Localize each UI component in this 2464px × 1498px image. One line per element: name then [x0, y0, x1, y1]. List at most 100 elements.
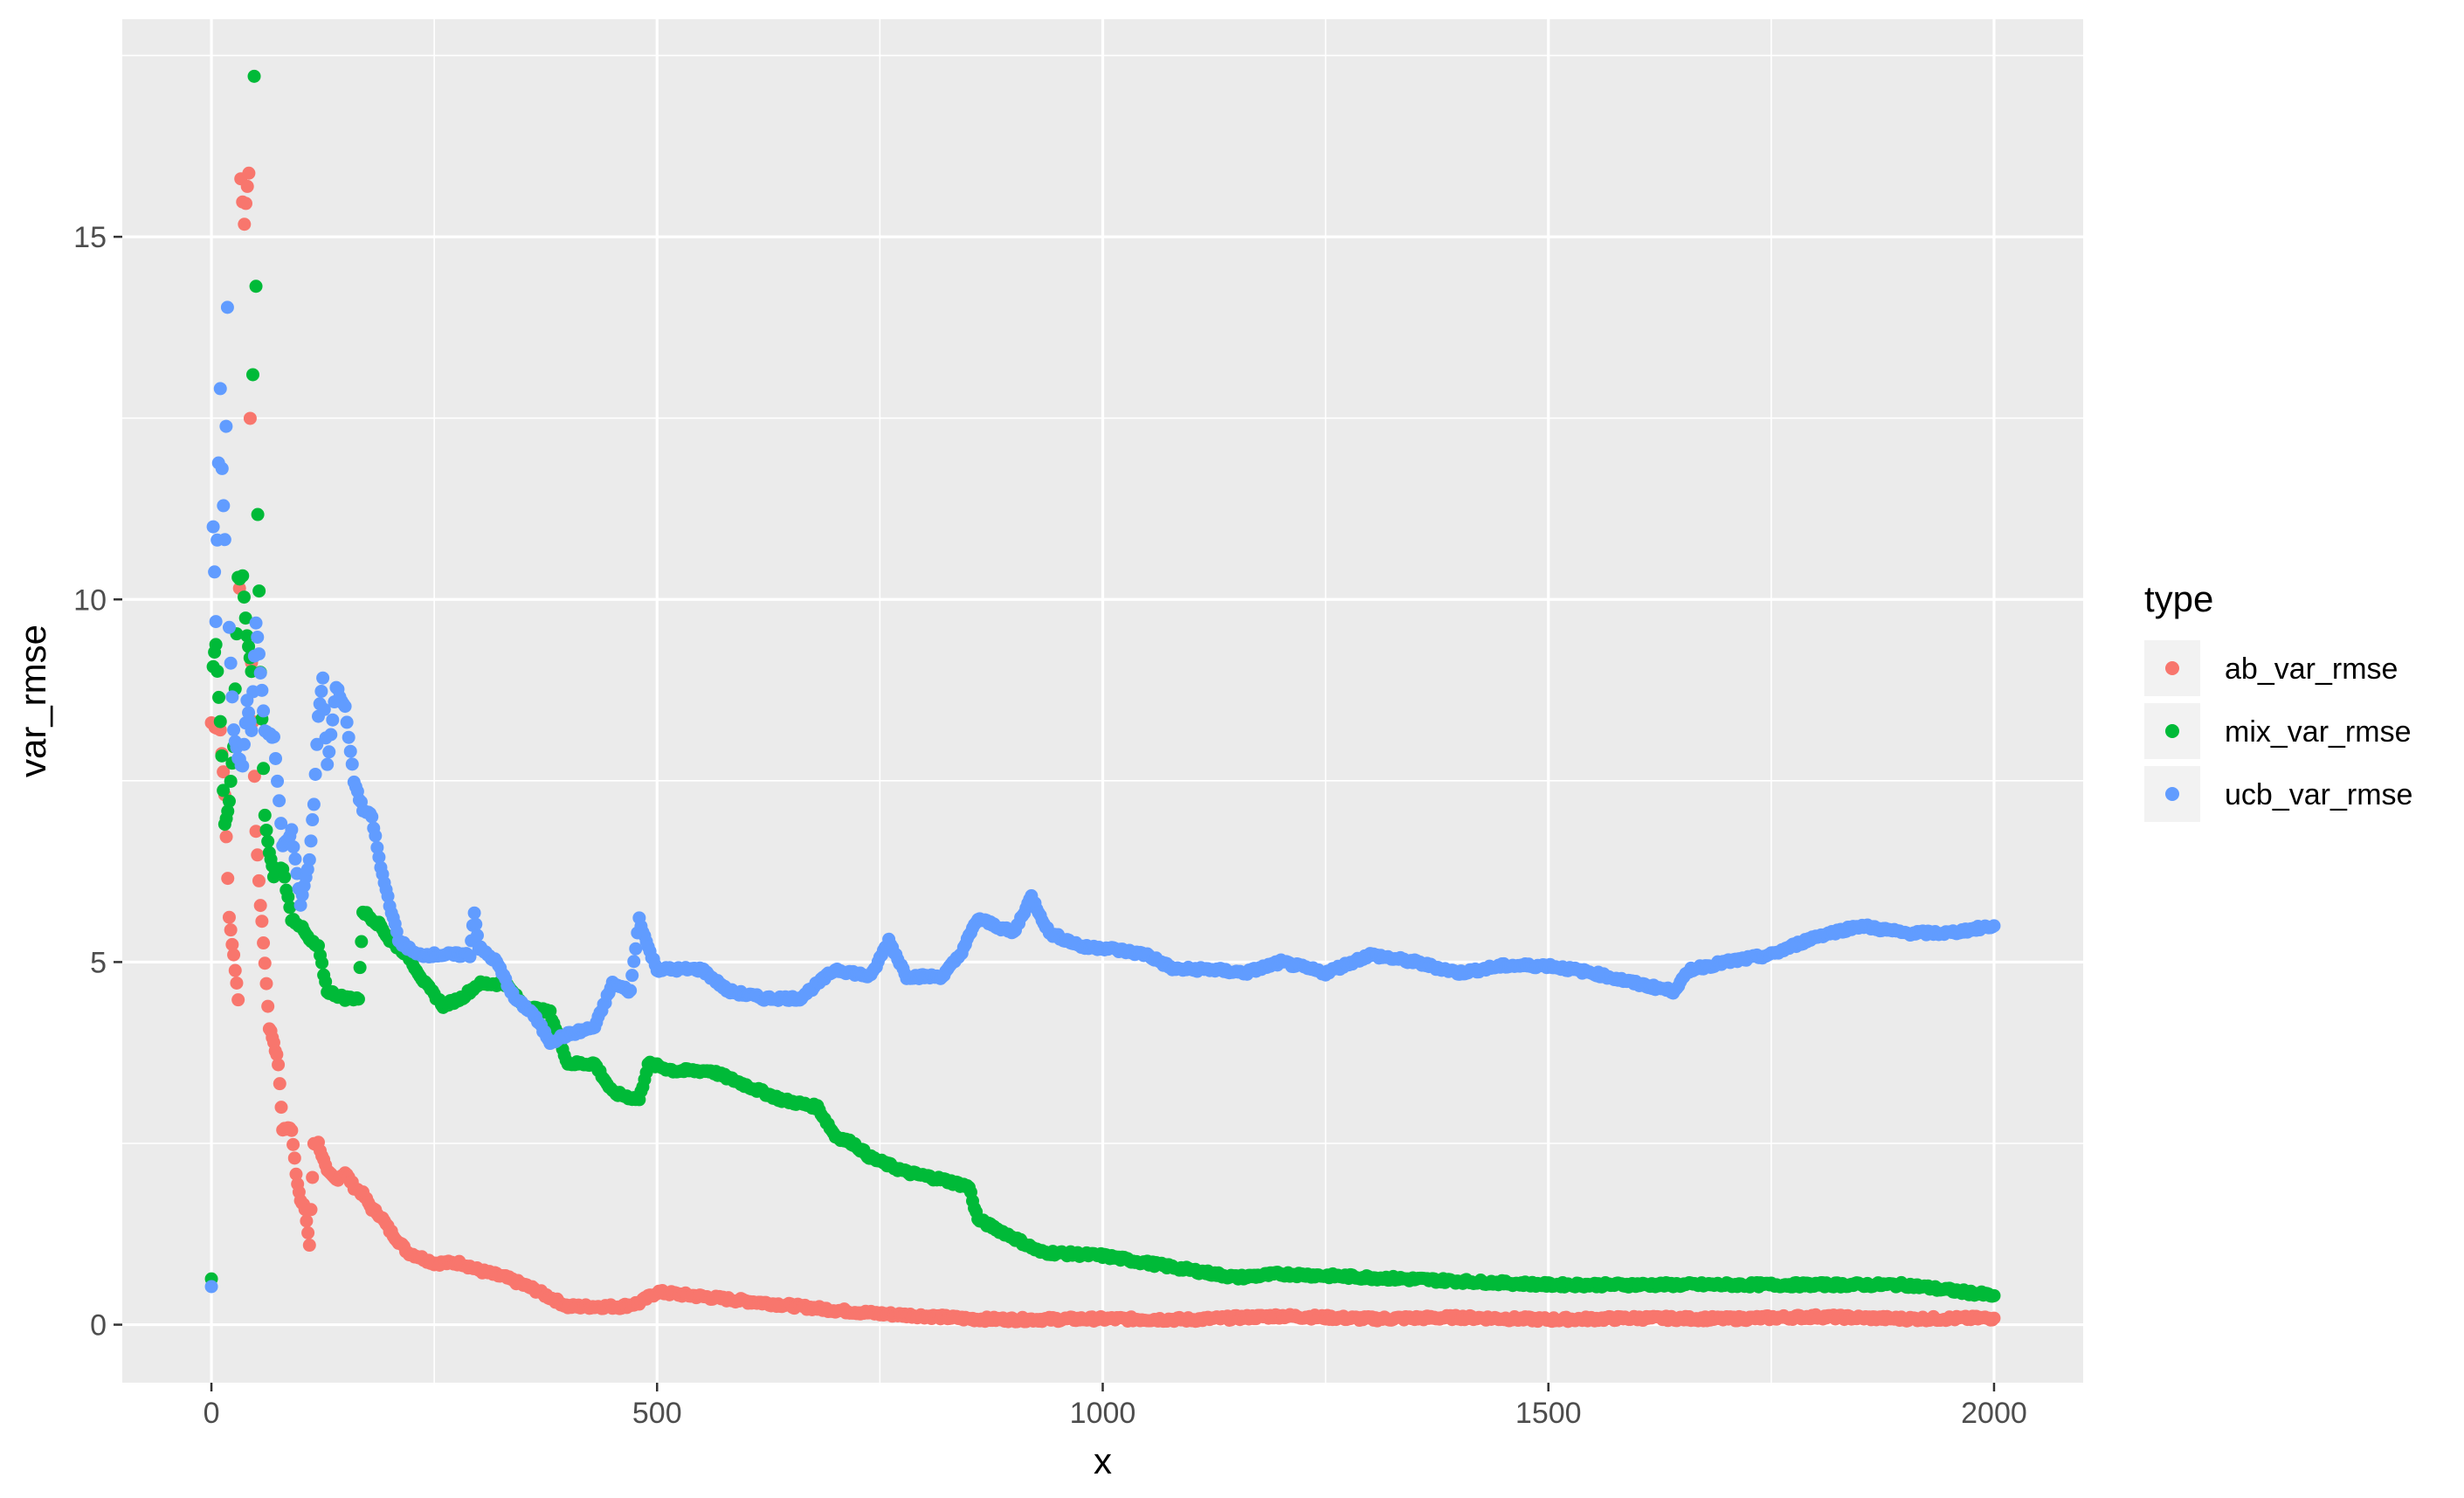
data-point	[1987, 1311, 2001, 1325]
data-point	[224, 923, 238, 937]
data-point	[212, 690, 226, 704]
data-point	[238, 217, 252, 231]
x-tick-label: 1500	[1515, 1397, 1582, 1430]
legend: type ab_var_rmse mix_var_rmse ucb_var_rmse	[2144, 578, 2412, 822]
y-axis-ticks: 0 5 10 15	[73, 221, 122, 1343]
data-point	[470, 928, 484, 942]
data-point	[228, 963, 242, 977]
data-point	[213, 714, 227, 728]
data-point	[307, 797, 321, 811]
x-tick-label: 0	[204, 1397, 220, 1430]
data-point	[213, 382, 227, 396]
y-tick-label: 15	[73, 221, 107, 254]
series-ab_var_rmse	[204, 166, 2001, 1329]
data-point	[625, 969, 639, 983]
data-points	[204, 69, 2001, 1329]
data-point	[251, 630, 265, 644]
data-point	[345, 757, 359, 771]
x-tick-label: 500	[632, 1397, 682, 1430]
data-point	[304, 834, 318, 848]
data-point	[237, 737, 251, 751]
data-point	[288, 852, 302, 866]
series-ucb_var_rmse	[204, 300, 2001, 1294]
data-point	[204, 1280, 218, 1294]
data-point	[245, 368, 259, 382]
data-point	[304, 1203, 318, 1217]
data-point	[219, 830, 233, 844]
data-point	[302, 1239, 316, 1253]
data-point	[221, 804, 235, 818]
data-point	[324, 728, 338, 742]
data-point	[249, 616, 263, 630]
data-point	[269, 751, 283, 765]
data-point	[353, 961, 367, 975]
data-point	[242, 639, 256, 653]
data-point	[306, 1170, 320, 1184]
legend-label: mix_var_rmse	[2225, 715, 2411, 749]
data-point	[319, 975, 333, 989]
data-point	[217, 765, 231, 779]
x-tick-label: 2000	[1961, 1397, 2027, 1430]
data-point	[259, 823, 273, 837]
x-axis-title: x	[1094, 1440, 1112, 1481]
data-point	[251, 507, 265, 521]
data-point	[257, 704, 271, 718]
data-point	[261, 834, 275, 848]
data-point	[222, 794, 236, 808]
data-point	[236, 569, 250, 583]
data-point	[629, 942, 643, 956]
data-point	[253, 899, 267, 913]
data-point	[342, 730, 355, 744]
data-point	[209, 638, 223, 652]
data-point	[243, 411, 257, 425]
data-point	[225, 690, 239, 704]
data-point	[249, 825, 263, 839]
data-point	[343, 744, 357, 758]
data-point	[322, 745, 336, 759]
data-point	[252, 647, 266, 661]
data-point	[273, 1077, 286, 1091]
data-point	[315, 956, 329, 970]
data-point	[285, 1123, 299, 1137]
data-point	[283, 901, 297, 915]
data-point	[286, 840, 300, 854]
data-point	[274, 1101, 288, 1115]
data-point	[219, 419, 233, 433]
data-point	[355, 935, 369, 949]
data-point	[238, 611, 252, 625]
data-point	[258, 956, 272, 970]
data-point	[301, 1225, 315, 1239]
data-point	[627, 955, 641, 969]
data-point	[369, 829, 383, 843]
data-point	[206, 520, 220, 534]
data-point	[272, 1058, 286, 1072]
data-point	[257, 762, 271, 776]
data-point	[365, 810, 379, 824]
x-tick-label: 1000	[1070, 1397, 1136, 1430]
x-axis-ticks: 0 500 1000 1500 2000	[204, 1383, 2027, 1430]
legend-key-dot	[2165, 787, 2179, 801]
data-point	[308, 767, 322, 781]
data-point	[222, 910, 236, 924]
data-point	[300, 1214, 314, 1228]
legend-label: ab_var_rmse	[2225, 652, 2398, 686]
data-point	[351, 992, 365, 1006]
data-point	[285, 823, 299, 837]
data-point	[270, 1047, 284, 1061]
data-point	[231, 993, 245, 1007]
data-point	[242, 166, 256, 180]
data-point	[240, 629, 254, 643]
y-tick-label: 10	[73, 583, 107, 617]
data-point	[215, 461, 229, 475]
legend-key-dot	[2165, 661, 2179, 675]
data-point	[293, 898, 307, 912]
data-point	[255, 915, 269, 928]
y-axis-title: var_rmse	[12, 625, 53, 777]
data-point	[1987, 919, 2001, 933]
data-point	[227, 723, 241, 737]
data-point	[215, 749, 229, 763]
data-point	[252, 873, 266, 887]
data-point	[217, 533, 231, 547]
legend-title: type	[2144, 578, 2213, 619]
